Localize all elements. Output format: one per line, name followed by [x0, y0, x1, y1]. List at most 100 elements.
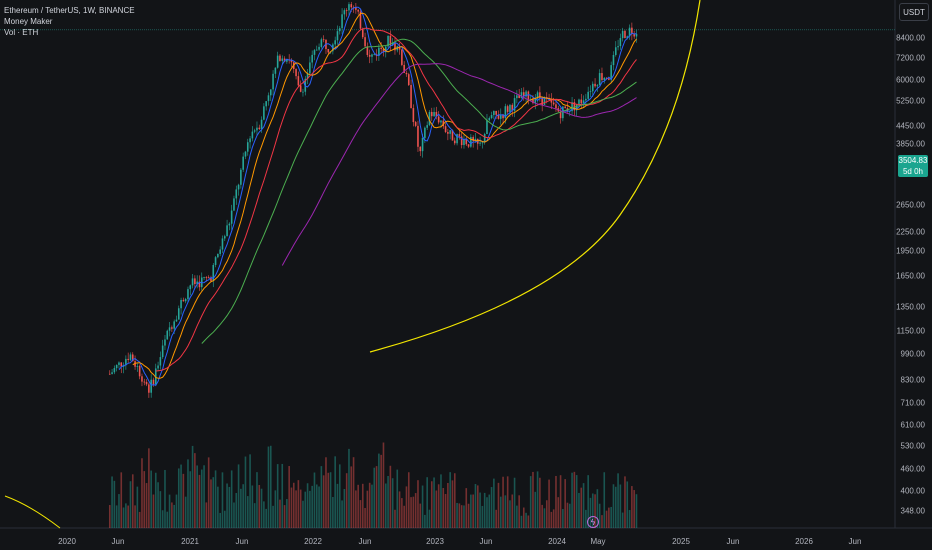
candle-body — [290, 60, 293, 63]
volume-bar — [256, 472, 258, 528]
candle-body — [214, 257, 217, 265]
candle-body — [318, 46, 320, 50]
volume-bar — [249, 454, 251, 528]
volume-bar — [157, 482, 159, 528]
candle-body — [626, 36, 629, 39]
candle-body — [525, 91, 527, 97]
candle-body — [440, 120, 442, 123]
volume-bar — [605, 510, 608, 528]
volume-bar — [552, 509, 555, 528]
volume-bar — [212, 477, 215, 528]
volume-bar — [587, 475, 589, 528]
volume-bar — [217, 486, 219, 528]
candle-body — [166, 330, 169, 340]
candle-body — [470, 137, 472, 147]
volume-bar — [283, 505, 286, 528]
volume-bar — [235, 492, 238, 528]
volume-bar — [244, 456, 247, 528]
volume-bar — [430, 481, 433, 528]
volume-bar — [260, 488, 263, 528]
candle-body — [504, 106, 507, 119]
candle-body — [253, 130, 256, 132]
time-axis-label: Jun — [726, 537, 740, 546]
indicator-label[interactable]: Money Maker — [4, 17, 53, 26]
volume-bar — [550, 511, 553, 528]
candle-body — [585, 98, 587, 101]
volume-bar — [150, 470, 152, 528]
volume-bar — [380, 454, 382, 528]
candle-body — [311, 54, 313, 63]
candle-body — [481, 142, 484, 144]
volume-bar — [141, 458, 143, 528]
volume-bar — [108, 505, 111, 528]
price-axis-label: 530.00 — [900, 441, 925, 451]
volume-bar — [545, 500, 548, 528]
candle-body — [177, 308, 180, 320]
volume-bar — [189, 471, 192, 528]
candle-body — [384, 46, 387, 53]
candle-body — [550, 99, 553, 103]
candle-body — [269, 89, 272, 96]
currency-button[interactable]: USDT — [899, 3, 929, 21]
candle-body — [373, 54, 376, 56]
candle-body — [297, 76, 300, 86]
candle-body — [414, 122, 417, 126]
volume-bar — [571, 472, 573, 528]
candle-body — [488, 118, 491, 121]
price-axis-label: 2650.00 — [896, 200, 925, 210]
volume-bar — [336, 483, 339, 528]
volume-bar — [447, 482, 449, 528]
candle-body — [302, 91, 304, 93]
candle-body — [265, 101, 267, 107]
volume-bar — [338, 464, 341, 528]
volume-bar — [564, 479, 566, 528]
candle-body — [631, 27, 633, 35]
volume-bar — [221, 472, 224, 528]
candle-body — [306, 73, 309, 79]
lightning-icon[interactable]: ϟ — [587, 516, 599, 528]
candle-body — [467, 144, 470, 147]
volume-bar — [562, 509, 564, 528]
volume-bar — [350, 466, 353, 528]
price-axis-label: 830.00 — [900, 375, 925, 385]
candle-body — [453, 140, 456, 144]
candle-body — [161, 345, 164, 358]
volume-bar — [541, 504, 543, 528]
volume-bar — [138, 511, 141, 528]
symbol-label[interactable]: Ethereum / TetherUS, 1W, BINANCE — [4, 6, 135, 15]
candle-body — [575, 104, 578, 111]
volume-bar — [490, 487, 493, 528]
candle-body — [129, 354, 132, 360]
candle-body — [145, 381, 148, 385]
volume-bar — [394, 509, 396, 528]
volume-bar — [401, 498, 403, 528]
volume-bar — [513, 477, 516, 528]
volume-bar — [115, 505, 118, 528]
volume-bar — [481, 505, 484, 528]
candle-body — [345, 10, 348, 12]
volume-bar — [371, 484, 373, 528]
candle-body — [582, 100, 585, 104]
volume-bar — [320, 466, 323, 528]
old-trendline — [4, 495, 61, 529]
volume-bar — [472, 494, 474, 528]
candle-body — [125, 358, 127, 366]
volume-bar — [292, 482, 295, 528]
candle-body — [295, 68, 297, 77]
candle-body — [401, 49, 403, 65]
volume-bar — [364, 507, 366, 528]
volume-label[interactable]: Vol · ETH — [4, 28, 39, 37]
time-axis-label: 2024 — [548, 537, 566, 546]
volume-bar — [585, 509, 587, 528]
time-axis-label: May — [590, 537, 606, 546]
candle-body — [598, 73, 601, 86]
candle-body — [267, 95, 270, 102]
candle-body — [621, 30, 624, 39]
volume-bar — [532, 471, 534, 528]
candle-body — [244, 151, 247, 157]
volume-bar — [327, 472, 330, 528]
candle-body — [336, 31, 339, 41]
volume-bar — [598, 503, 601, 528]
